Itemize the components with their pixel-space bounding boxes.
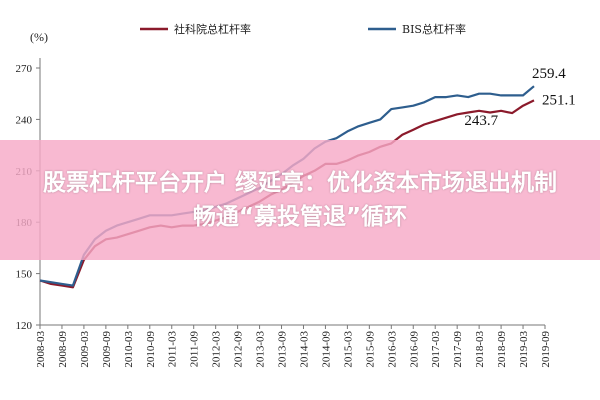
x-tick-label: 2009-09 — [101, 331, 113, 368]
x-tick-label: 2015-03 — [342, 331, 354, 368]
x-tick-label: 2011-03 — [167, 331, 179, 368]
x-tick-label: 2015-09 — [364, 331, 376, 368]
data-label: 251.1 — [542, 92, 576, 108]
x-tick-label: 2013-03 — [255, 331, 267, 368]
x-tick-label: 2012-09 — [233, 331, 245, 368]
headline-line-2: 畅通“募投管退”循环 — [192, 204, 408, 230]
x-tick-label: 2019-09 — [540, 331, 552, 368]
y-tick-label: 270 — [16, 63, 33, 75]
x-tick-label: 2018-09 — [496, 331, 508, 368]
data-label: 259.4 — [532, 66, 566, 82]
x-tick-label: 2014-03 — [298, 331, 310, 368]
chart-legend: 社科院总杠杆率 BIS总杠杆率 — [140, 22, 466, 36]
x-tick-label: 2010-03 — [123, 331, 135, 368]
headline-line-1: 股票杠杆平台开户 缪延亮：优化资本市场退出机制 — [42, 170, 557, 196]
y-tick-label: 240 — [16, 114, 33, 126]
x-tick-label: 2008-03 — [35, 331, 47, 368]
x-tick-label: 2017-03 — [430, 331, 442, 368]
legend-label-series-1: 社科院总杠杆率 — [174, 22, 251, 36]
data-label: 243.7 — [464, 113, 498, 129]
x-tick-label: 2018-03 — [474, 331, 486, 368]
x-tick-label: 2016-03 — [386, 331, 398, 368]
legend-label-series-2: BIS总杠杆率 — [402, 22, 466, 36]
x-tick-label: 2012-03 — [211, 331, 223, 368]
x-tick-label: 2010-09 — [145, 331, 157, 368]
x-tick-label: 2013-09 — [277, 331, 289, 368]
x-tick-label: 2019-03 — [518, 331, 530, 368]
x-tick-label: 2014-09 — [320, 331, 332, 368]
x-tick-label: 2009-03 — [79, 331, 91, 368]
y-tick-label: 150 — [16, 269, 33, 281]
x-tick-label: 2008-09 — [57, 331, 69, 368]
headline-banner: 股票杠杆平台开户 缪延亮：优化资本市场退出机制 畅通“募投管退”循环 — [0, 140, 600, 260]
x-tick-label: 2011-09 — [189, 331, 201, 368]
chart-axes: 1201501802102402702008-032008-092009-032… — [16, 58, 552, 368]
x-tick-label: 2017-09 — [452, 331, 464, 368]
x-tick-label: 2016-09 — [408, 331, 420, 368]
y-tick-label: 120 — [16, 320, 33, 332]
annotation-layer: 259.4 251.1 243.7 — [464, 66, 575, 129]
y-axis-unit: (%) — [30, 30, 48, 44]
